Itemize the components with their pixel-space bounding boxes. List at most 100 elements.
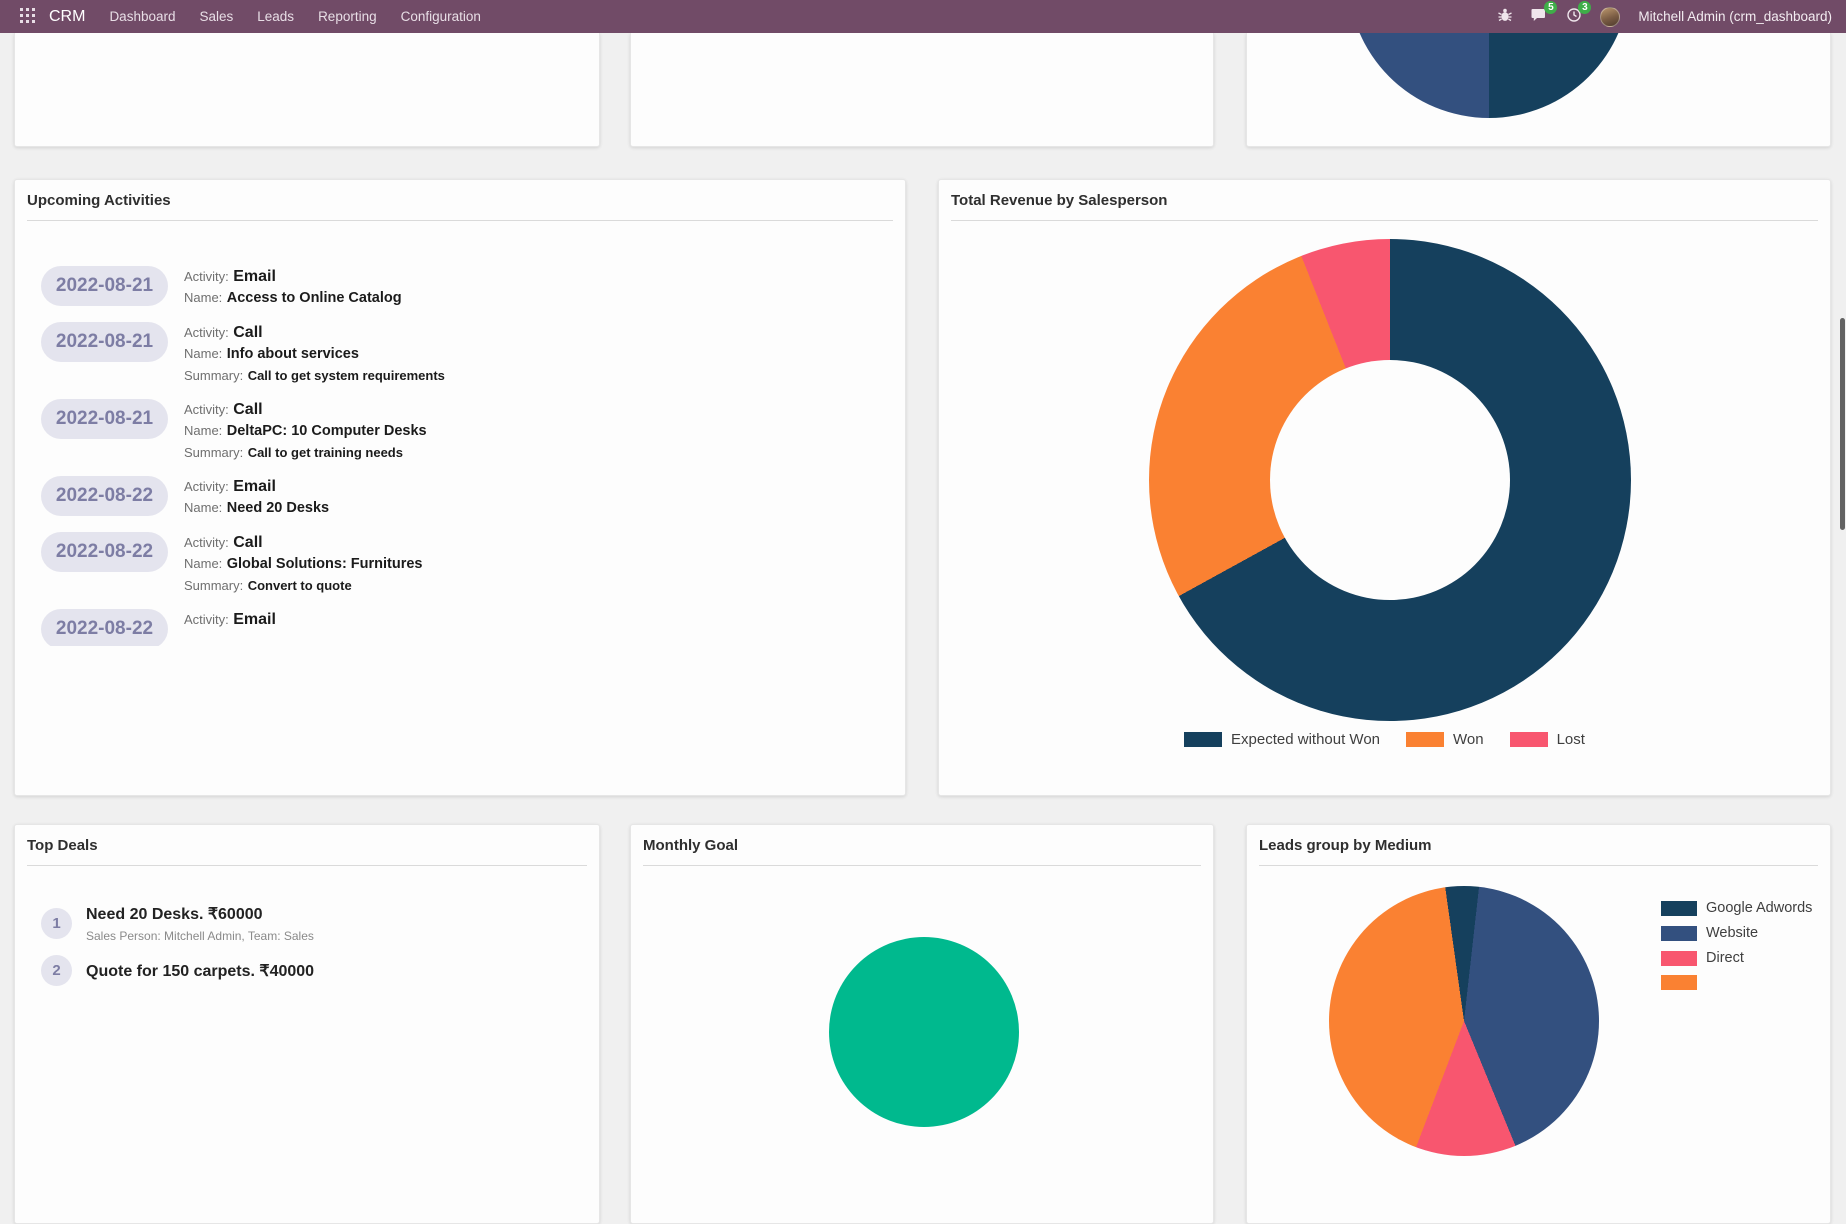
app-title[interactable]: CRM [49, 7, 86, 25]
navbar-left: CRM Dashboard Sales Leads Reporting Conf… [14, 0, 493, 33]
card-title: Total Revenue by Salesperson [951, 192, 1168, 209]
legend-label: Expected without Won [1231, 731, 1381, 748]
leads-by-medium-card: Leads group by Medium Google Adwords Web… [1246, 824, 1831, 1224]
activity-name: Need 20 Desks [226, 500, 330, 516]
legend-swatch [1184, 732, 1223, 747]
legend-swatch [1661, 975, 1697, 990]
activity-row-partial[interactable]: 2022-08-22 Activity: Email [41, 609, 889, 646]
divider [643, 865, 1201, 866]
revenue-chart-legend: Expected without Won Won Lost [939, 731, 1830, 748]
card-top-right-partial [1246, 33, 1831, 147]
activity-details: Activity: Call Name: Global Solutions: F… [184, 532, 423, 596]
legend-label: Website [1706, 925, 1759, 941]
deal-details: Need 20 Desks. ₹60000 Sales Person: Mitc… [86, 904, 314, 943]
activity-name: Access to Online Catalog [226, 290, 402, 306]
legend-item-partial[interactable] [1661, 975, 1812, 990]
legend-label: Lost [1556, 731, 1585, 748]
card-title: Top Deals [27, 837, 98, 854]
debug-button[interactable] [1497, 7, 1513, 26]
user-menu[interactable]: Mitchell Admin (crm_dashboard) [1638, 9, 1832, 24]
activity-date-pill: 2022-08-22 [41, 532, 168, 572]
nav-item-reporting[interactable]: Reporting [318, 9, 377, 24]
activity-row[interactable]: 2022-08-21 Activity: Email Name: Access … [41, 266, 889, 309]
revenue-donut-chart[interactable] [1149, 239, 1631, 721]
name-label: Name: [184, 290, 223, 305]
legend-item-direct[interactable]: Direct [1661, 950, 1812, 966]
deal-rank-badge: 1 [41, 908, 72, 939]
leads-medium-pie-chart[interactable] [1329, 886, 1599, 1156]
nav-item-configuration[interactable]: Configuration [400, 9, 481, 24]
activity-type: Call [233, 534, 263, 551]
clock-icon [1566, 7, 1582, 26]
donut-hole [1270, 360, 1510, 600]
name-label: Name: [184, 500, 223, 515]
divider [1259, 865, 1818, 866]
card-title: Upcoming Activities [27, 192, 171, 209]
name-label: Name: [184, 423, 223, 438]
divider [27, 865, 587, 866]
name-label: Name: [184, 556, 223, 571]
legend-swatch [1661, 900, 1697, 916]
activity-label: Activity: [184, 479, 229, 494]
legend-swatch [1661, 925, 1697, 941]
systray: 5 3 Mitchell Admin (crm_dashboard) [1497, 1, 1832, 27]
activity-row[interactable]: 2022-08-22 Activity: Email Name: Need 20… [41, 476, 889, 519]
legend-item-google-adwords[interactable]: Google Adwords [1661, 900, 1812, 916]
activity-label: Activity: [184, 269, 229, 284]
card-title: Monthly Goal [643, 837, 738, 854]
legend-item-website[interactable]: Website [1661, 925, 1812, 941]
card-top-left-partial [14, 33, 600, 147]
chat-bubble-icon [1531, 7, 1548, 26]
activity-date-pill: 2022-08-22 [41, 476, 168, 516]
activity-details: Activity: Email Name: Need 20 Desks [184, 476, 329, 519]
legend-swatch [1406, 732, 1445, 747]
activity-name: Info about services [226, 346, 359, 362]
nav-item-dashboard[interactable]: Dashboard [109, 9, 176, 24]
activity-type: Email [233, 268, 276, 285]
activities-list: 2022-08-21 Activity: Email Name: Access … [41, 266, 889, 646]
name-label: Name: [184, 346, 223, 361]
total-revenue-card: Total Revenue by Salesperson Expected wi… [938, 179, 1831, 796]
legend-label: Google Adwords [1706, 900, 1813, 916]
activity-details: Activity: Email Name: Access to Online C… [184, 266, 402, 309]
nav-item-leads[interactable]: Leads [257, 9, 295, 24]
activity-name: Global Solutions: Furnitures [226, 556, 423, 572]
user-avatar[interactable] [1600, 6, 1621, 27]
deal-row[interactable]: 1 Need 20 Desks. ₹60000 Sales Person: Mi… [41, 904, 583, 943]
activity-label: Activity: [184, 612, 229, 627]
summary-label: Summary: [184, 368, 244, 383]
legend-item-expected[interactable]: Expected without Won [1184, 731, 1380, 748]
nav-item-sales[interactable]: Sales [199, 9, 234, 24]
partial-donut-chart[interactable] [1348, 33, 1630, 118]
deal-title: Need 20 Desks. ₹60000 [86, 906, 263, 923]
activities-badge: 3 [1578, 1, 1592, 14]
messages-button[interactable]: 5 [1531, 1, 1558, 26]
deal-row-partial[interactable]: 2 Quote for 150 carpets. ₹40000 [41, 955, 583, 986]
deal-title: Quote for 150 carpets. ₹40000 [86, 962, 315, 980]
apps-grid-icon [20, 7, 35, 26]
activity-type: Email [233, 478, 276, 495]
activities-button[interactable]: 3 [1566, 1, 1592, 26]
deal-details: Quote for 150 carpets. ₹40000 [86, 961, 314, 981]
divider [27, 220, 893, 221]
activity-type: Call [233, 401, 263, 418]
apps-menu-button[interactable] [14, 7, 41, 26]
summary-label: Summary: [184, 445, 244, 460]
legend-label: Won [1453, 731, 1484, 748]
deal-rank-badge: 2 [41, 955, 72, 986]
activity-summary: Convert to quote [247, 578, 352, 593]
activity-type: Call [233, 324, 263, 341]
activity-label: Activity: [184, 535, 229, 550]
activity-row[interactable]: 2022-08-21 Activity: Call Name: Info abo… [41, 322, 889, 386]
activity-type: Email [233, 611, 276, 628]
activity-summary: Call to get training needs [247, 445, 403, 460]
legend-item-lost[interactable]: Lost [1509, 731, 1585, 748]
divider [951, 220, 1818, 221]
activity-row[interactable]: 2022-08-22 Activity: Call Name: Global S… [41, 532, 889, 596]
legend-item-won[interactable]: Won [1406, 731, 1484, 748]
activity-date-pill: 2022-08-21 [41, 322, 168, 362]
vertical-scrollbar-thumb[interactable] [1840, 318, 1845, 530]
messages-badge: 5 [1544, 1, 1558, 14]
activity-row[interactable]: 2022-08-21 Activity: Call Name: DeltaPC:… [41, 399, 889, 463]
legend-swatch [1509, 732, 1548, 747]
